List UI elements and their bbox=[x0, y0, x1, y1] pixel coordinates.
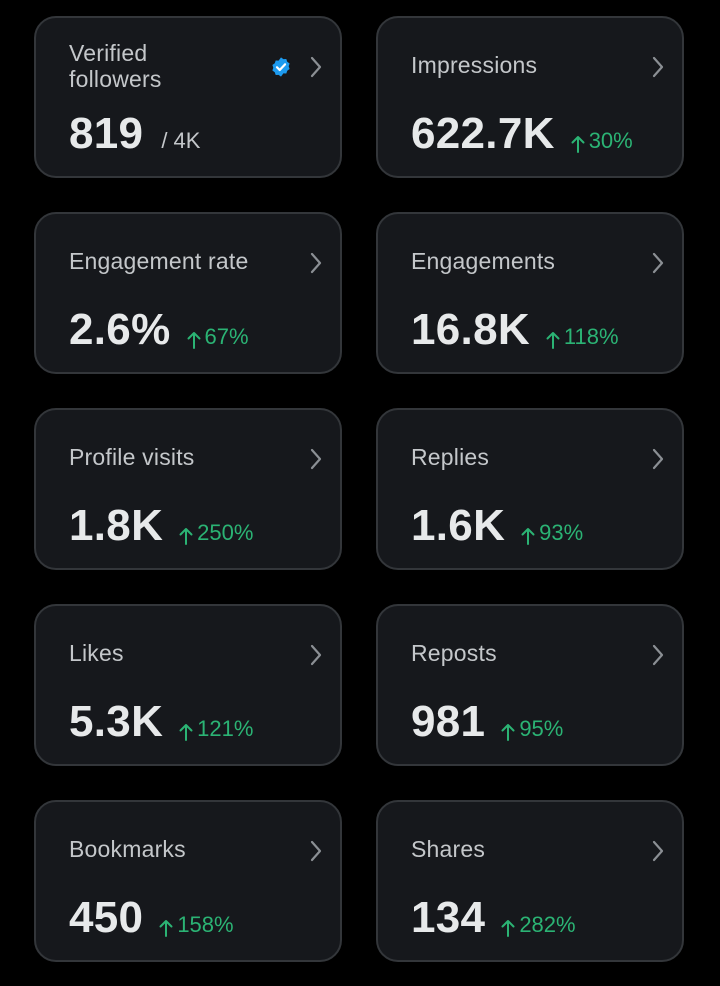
chevron-right-icon bbox=[652, 644, 664, 666]
card-title: Impressions bbox=[411, 52, 538, 78]
card-engagements[interactable]: Engagements 16.8K 118% bbox=[376, 212, 684, 374]
metric-delta-value: 121% bbox=[197, 716, 254, 741]
arrow-up-icon bbox=[501, 920, 515, 937]
metric-delta-value: 158% bbox=[177, 912, 234, 937]
metric-delta: 282% bbox=[501, 912, 576, 938]
chevron-right-icon bbox=[310, 56, 322, 78]
card-profile-visits[interactable]: Profile visits 1.8K 250% bbox=[34, 408, 342, 570]
metric-delta: 67% bbox=[187, 324, 249, 350]
card-likes[interactable]: Likes 5.3K 121% bbox=[34, 604, 342, 766]
metric-delta: 118% bbox=[546, 324, 619, 350]
card-reposts[interactable]: Reposts 981 95% bbox=[376, 604, 684, 766]
metric-delta-value: 118% bbox=[563, 324, 619, 349]
arrow-up-icon bbox=[546, 332, 560, 349]
metric-delta-value: 282% bbox=[519, 912, 576, 937]
card-impressions[interactable]: Impressions 622.7K 30% bbox=[376, 16, 684, 178]
chevron-right-icon bbox=[310, 840, 322, 862]
metric-delta-value: 93% bbox=[539, 520, 584, 545]
metric-value: 16.8K bbox=[411, 305, 530, 354]
card-title: Verified followers bbox=[69, 40, 162, 92]
chevron-right-icon bbox=[310, 644, 322, 666]
card-title: Likes bbox=[69, 640, 124, 666]
chevron-right-icon bbox=[310, 252, 322, 274]
chevron-right-icon bbox=[652, 56, 664, 78]
card-engagement-rate[interactable]: Engagement rate 2.6% 67% bbox=[34, 212, 342, 374]
chevron-right-icon bbox=[652, 448, 664, 470]
card-title: Shares bbox=[411, 836, 486, 862]
card-title: Engagements bbox=[411, 248, 556, 274]
metric-delta-value: 250% bbox=[197, 520, 254, 545]
metric-value: 622.7K bbox=[411, 109, 555, 158]
arrow-up-icon bbox=[179, 528, 193, 545]
metric-value-row: 1.8K 250% bbox=[69, 502, 253, 550]
metric-value-row: 981 95% bbox=[411, 698, 563, 746]
card-shares[interactable]: Shares 134 282% bbox=[376, 800, 684, 962]
metric-delta: 250% bbox=[179, 520, 253, 546]
metric-value: 134 bbox=[411, 893, 486, 942]
arrow-up-icon bbox=[521, 528, 535, 545]
chevron-right-icon bbox=[652, 252, 664, 274]
card-replies[interactable]: Replies 1.6K 93% bbox=[376, 408, 684, 570]
metric-value-row: 2.6% 67% bbox=[69, 306, 249, 354]
metric-value-row: 134 282% bbox=[411, 894, 576, 942]
metric-value: 1.6K bbox=[411, 501, 506, 550]
metric-delta: 121% bbox=[179, 716, 253, 742]
metric-value: 2.6% bbox=[69, 305, 171, 354]
metric-value: 450 bbox=[69, 893, 144, 942]
chevron-right-icon bbox=[652, 840, 664, 862]
metric-delta-value: 67% bbox=[204, 324, 249, 349]
card-title: Profile visits bbox=[69, 444, 195, 470]
metric-delta: 30% bbox=[571, 128, 633, 154]
metric-delta-value: 30% bbox=[588, 128, 633, 153]
arrow-up-icon bbox=[187, 332, 200, 349]
verified-badge-icon bbox=[272, 57, 290, 77]
card-title: Reposts bbox=[411, 640, 497, 666]
arrow-up-icon bbox=[159, 920, 173, 937]
metric-value-row: 5.3K 121% bbox=[69, 698, 253, 746]
arrow-up-icon bbox=[501, 724, 515, 741]
chevron-right-icon bbox=[310, 448, 322, 470]
metric-value-row: 450 158% bbox=[69, 894, 234, 942]
metric-value: 5.3K bbox=[69, 697, 164, 746]
metric-delta: 95% bbox=[501, 716, 563, 742]
metric-delta: 93% bbox=[521, 520, 583, 546]
metric-value-row: 16.8K 118% bbox=[411, 306, 619, 354]
metric-value: 981 bbox=[411, 697, 486, 746]
card-verified-followers[interactable]: Verified followers 819 / 4K bbox=[34, 16, 342, 178]
card-title: Bookmarks bbox=[69, 836, 186, 862]
arrow-up-icon bbox=[571, 136, 585, 153]
card-bookmarks[interactable]: Bookmarks 450 158% bbox=[34, 800, 342, 962]
metric-suffix: / 4K bbox=[161, 128, 201, 153]
card-title: Engagement rate bbox=[69, 248, 249, 274]
arrow-up-icon bbox=[179, 724, 193, 741]
metric-value: 1.8K bbox=[69, 501, 164, 550]
metric-delta: 158% bbox=[159, 912, 234, 938]
metric-value-row: 1.6K 93% bbox=[411, 502, 583, 550]
card-title: Replies bbox=[411, 444, 490, 470]
metric-delta-value: 95% bbox=[519, 716, 564, 741]
metric-value-row: 819 / 4K bbox=[69, 110, 200, 158]
metric-value: 819 bbox=[69, 109, 144, 158]
metric-value-row: 622.7K 30% bbox=[411, 110, 633, 158]
